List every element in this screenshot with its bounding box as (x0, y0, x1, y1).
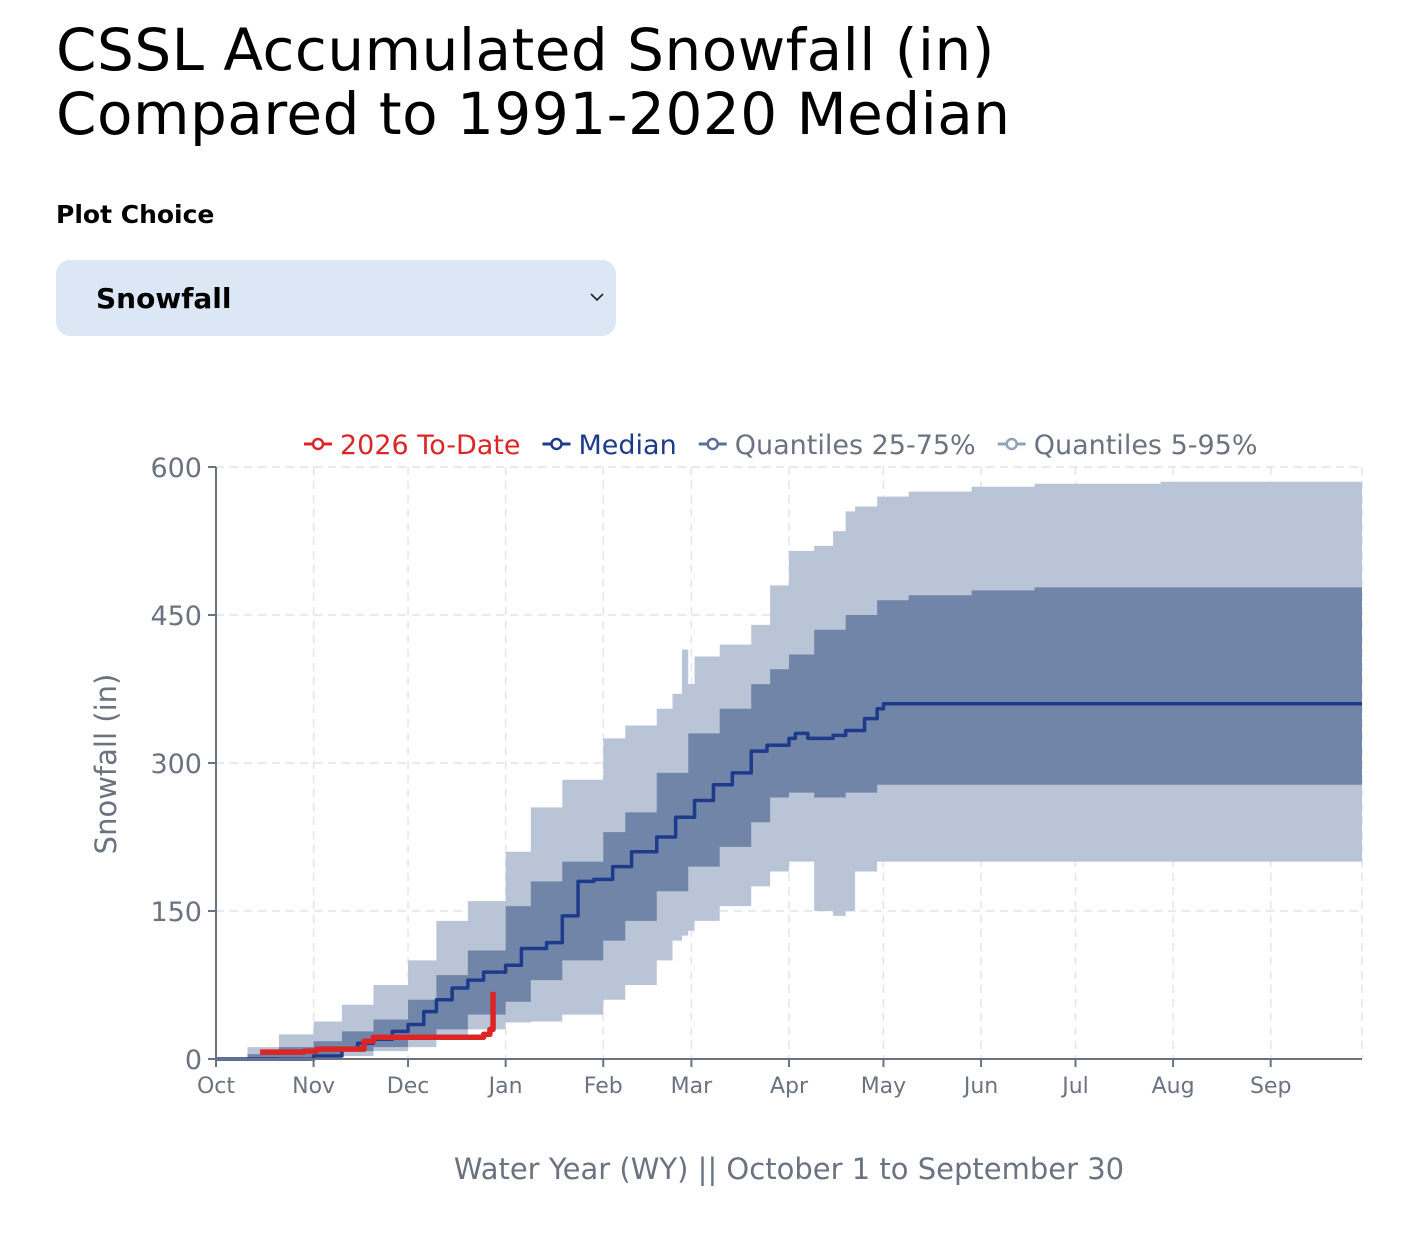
y-tick-label: 150 (150, 897, 202, 928)
legend-label: Median (579, 430, 677, 461)
chevron-down-icon (590, 293, 604, 302)
plot-choice-select[interactable]: Snowfall (56, 260, 616, 336)
axes: 0 150 300 450 600 Oct Nov Dec Jan Feb Mar Apr May Jun… (150, 453, 1362, 1099)
y-tick-label: 300 (150, 749, 202, 780)
plot-choice-value: Snowfall (96, 281, 232, 315)
x-tick-label: Aug (1152, 1074, 1195, 1099)
legend-label: Quantiles 25-75% (735, 430, 976, 461)
legend-item-to-date: 2026 To-Date (304, 430, 521, 461)
title-line-1: CSSL Accumulated Snowfall (in) (56, 16, 995, 84)
legend-item-median: Median (542, 430, 677, 461)
x-tick-label: Mar (671, 1074, 713, 1099)
x-tick-label: Apr (770, 1074, 809, 1099)
legend-item-quantiles-5-95: Quantiles 5-95% (997, 430, 1258, 461)
median-line (216, 702, 1362, 1061)
x-tick-label: Feb (584, 1074, 623, 1099)
title-line-2: Compared to 1991-2020 Median (56, 80, 1011, 148)
x-tick-label: Dec (387, 1074, 430, 1099)
snowfall-chart: 0 150 300 450 600 Oct Nov Dec Jan Feb Mar Apr May Jun… (89, 430, 1363, 1186)
x-tick-label: Jun (962, 1074, 998, 1099)
y-tick-label: 450 (150, 601, 202, 632)
legend-marker-circle (550, 437, 563, 451)
legend-label: Quantiles 5-95% (1034, 430, 1258, 461)
legend: 2026 To-Date Median Quantiles 25-75% Quanti… (304, 430, 1258, 461)
plot-choice-label: Plot Choice (56, 200, 215, 229)
legend-item-quantiles-25-75: Quantiles 25-75% (698, 430, 976, 461)
y-axis-title: Snowfall (in) (89, 674, 123, 855)
x-tick-label: Oct (197, 1074, 235, 1099)
x-tick-label: May (861, 1074, 906, 1099)
x-tick-label: Jan (487, 1074, 523, 1099)
x-tick-label: Sep (1250, 1074, 1291, 1099)
legend-marker-circle (311, 437, 325, 451)
x-tick-label: Jul (1060, 1074, 1089, 1099)
to-date-line (260, 991, 496, 1055)
legend-label: 2026 To-Date (340, 430, 521, 461)
series-lines (216, 702, 1362, 1061)
x-tick-label: Nov (292, 1074, 335, 1099)
legend-marker-circle (706, 437, 719, 451)
legend-marker-circle (1005, 437, 1018, 451)
x-axis-title: Water Year (WY) || October 1 to Septembe… (454, 1152, 1124, 1186)
page-title: CSSL Accumulated Snowfall (in) Compared … (56, 18, 1011, 146)
y-tick-label: 600 (150, 453, 202, 484)
y-tick-label: 0 (185, 1045, 202, 1076)
